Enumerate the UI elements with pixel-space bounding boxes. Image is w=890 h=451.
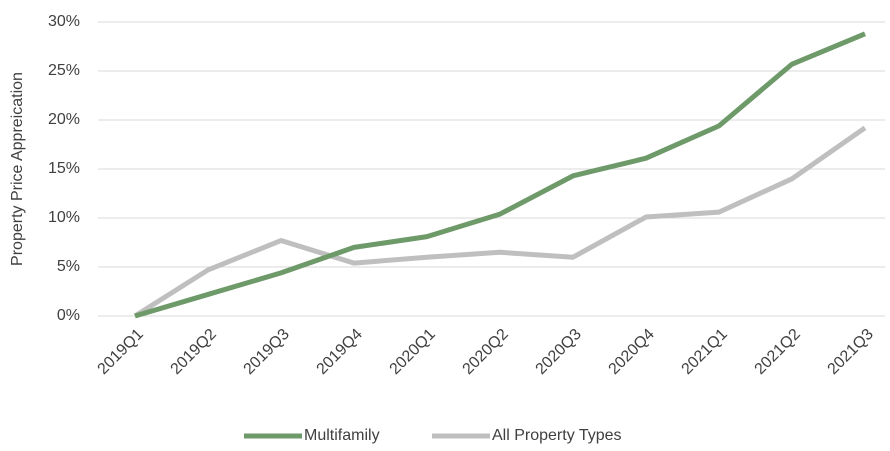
y-tick-label: 30% bbox=[48, 13, 80, 30]
y-tick-label: 25% bbox=[48, 62, 80, 79]
x-tick-label: 2019Q4 bbox=[314, 326, 366, 378]
y-tick-label: 15% bbox=[48, 160, 80, 177]
x-tick-label: 2020Q3 bbox=[533, 326, 585, 378]
x-tick-label: 2021Q2 bbox=[752, 326, 804, 378]
x-tick-label: 2019Q1 bbox=[95, 326, 147, 378]
x-tick-label: 2021Q3 bbox=[825, 326, 877, 378]
y-tick-label: 10% bbox=[48, 209, 80, 226]
x-tick-label: 2019Q3 bbox=[241, 326, 293, 378]
y-tick-label: 20% bbox=[48, 111, 80, 128]
x-tick-label: 2021Q1 bbox=[679, 326, 731, 378]
series-line bbox=[134, 31, 866, 319]
legend-label: All Property Types bbox=[492, 427, 622, 444]
y-axis-label: Property Price Appreication bbox=[9, 72, 26, 266]
x-tick-label: 2020Q2 bbox=[460, 326, 512, 378]
legend-label: Multifamily bbox=[304, 427, 380, 444]
y-tick-label: 0% bbox=[57, 307, 80, 324]
series-line bbox=[133, 125, 867, 319]
x-tick-label: 2020Q1 bbox=[387, 326, 439, 378]
x-tick-label: 2019Q2 bbox=[168, 326, 220, 378]
x-tick-label: 2020Q4 bbox=[606, 326, 658, 378]
y-tick-label: 5% bbox=[57, 258, 80, 275]
